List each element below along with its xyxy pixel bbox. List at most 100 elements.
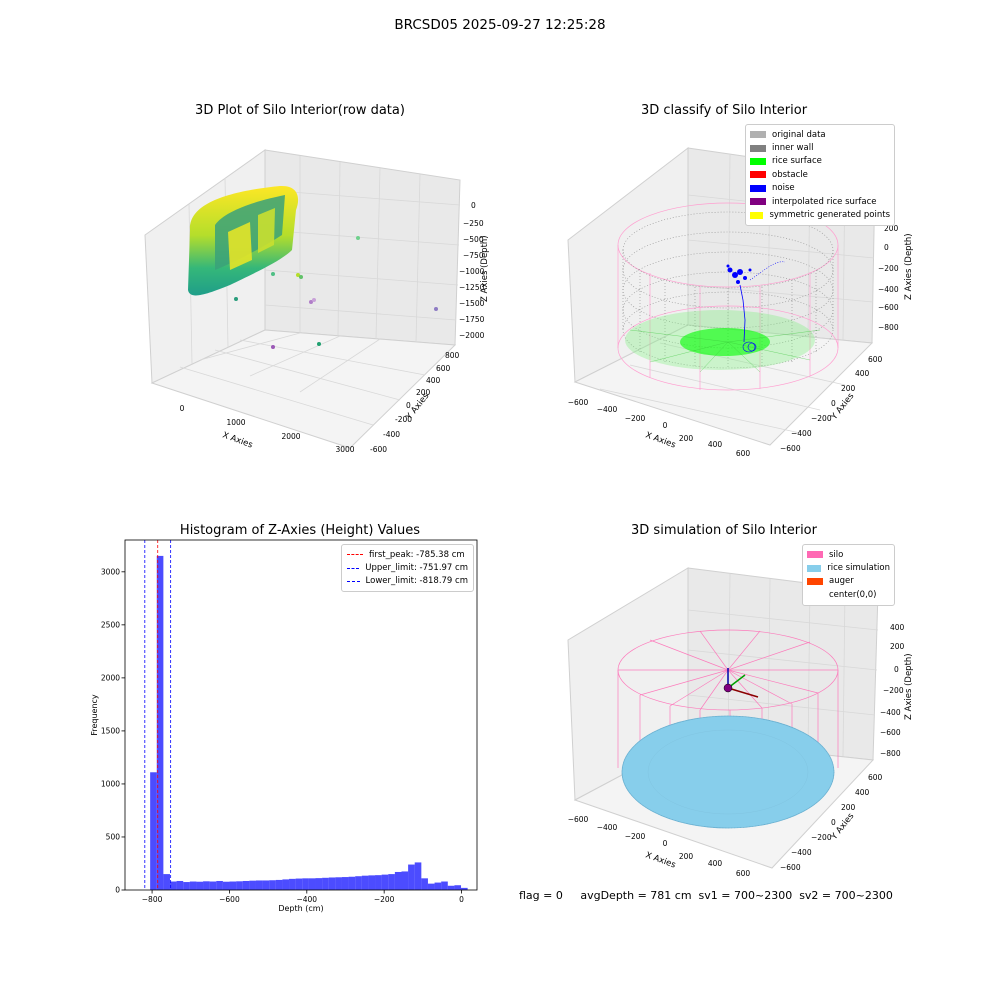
p2-xtick: 400 [708,440,723,449]
hist-xtick-label: 0 [459,895,464,904]
legend-item: noise [750,182,890,195]
hist-bar [216,880,223,890]
p2-ztick: −200 [878,264,899,273]
panel3-legend: first_peak: -785.38 cm Upper_limit: -751… [341,544,474,593]
p1-ytick: -400 [383,430,400,439]
hist-bar [454,885,462,890]
p1-ytick: 400 [426,376,441,385]
hist-bar [282,879,290,890]
panel2-3d-plot: −600 −400 −200 0 200 400 600 −600 −400 −… [567,146,914,458]
hist-bar [447,885,455,890]
p1-xtick: 0 [180,404,185,413]
panel3-histogram: −800 −600 −400 −200 0 0 500 1000 1500 2000 2500 300… [90,539,478,913]
legend-item: obstacle [750,168,890,181]
hist-bar [348,876,356,890]
hist-bar [255,880,263,890]
p2-ytick: 400 [855,369,870,378]
hist-xtick-label: −800 [142,895,163,904]
hist-bar [401,871,409,890]
legend-item: first_peak: -785.38 cm [347,548,468,561]
p2-ytick: 0 [831,399,836,408]
p4-xtick: 600 [736,869,751,878]
panel4-legend: silo rice simulation auger center(0,0) [802,544,895,606]
p4-ytick: 200 [841,803,856,812]
hist-bar [176,880,184,890]
p2-ztick: −800 [878,323,899,332]
p2-xtick: 0 [663,421,668,430]
p2-xtick: −400 [597,405,618,414]
p2-xtick: −600 [568,398,589,407]
p2-ytick: −600 [780,444,801,453]
hist-ytick-label: 2000 [101,673,120,682]
p1-ztick: −750 [463,251,484,260]
p4-ztick: −600 [880,728,901,737]
legend-item: rice surface [750,155,890,168]
hist-bar [335,877,342,890]
p2-ztick: −600 [878,303,899,312]
p2-xtick: 200 [679,434,694,443]
legend-item: center(0,0) [807,588,890,601]
p4-ztick: −800 [880,749,901,758]
hist-bar [315,878,323,890]
hist-bar [196,881,204,890]
p2-ytick: −400 [791,429,812,438]
p4-xtick: 0 [663,839,668,848]
hist-bar [414,862,422,890]
hist-bar [269,880,276,890]
hist-bar [295,878,303,890]
p2-ztick: 0 [884,243,889,252]
hist-bar [302,878,309,890]
hist-bar [427,883,435,890]
legend-item: Upper_limit: -751.97 cm [347,561,468,574]
hist-ytick-label: 1500 [101,726,120,735]
hist-bar [169,881,177,890]
p4-ztick: 200 [890,642,905,651]
hist-bar [209,881,217,890]
panel3-title: Histogram of Z-Axies (Height) Values [179,523,421,538]
p2-ytick: −200 [811,414,832,423]
hist-bar [275,879,283,890]
p1-ztick: −1250 [459,283,485,292]
p4-zlabel: Z Axies (Depth) [904,653,914,720]
legend-item: Lower_limit: -818.79 cm [347,575,468,588]
p1-ztick: −2000 [459,331,485,340]
legend-item: silo [807,548,890,561]
hist-bar [355,876,362,890]
panel2-legend: original data inner wall rice surface ob… [745,124,895,226]
p2-xtick: −200 [625,414,646,423]
hist-bar [381,874,389,890]
p2-ytick: 200 [841,384,856,393]
legend-item: symmetric generated points [750,208,890,221]
p4-xtick: −200 [625,832,646,841]
hist-bar [249,880,256,890]
p1-ytick: -600 [370,445,387,454]
hist-bar [308,878,316,890]
p1-ztick: −1750 [459,315,485,324]
p1-zlabel: Z Axies (Depth) [480,235,490,302]
p4-xtick: −400 [597,823,618,832]
hist-bar [322,877,329,890]
panel1-title: 3D Plot of Silo Interior(row data) [195,103,405,118]
hist-bar [163,874,170,890]
hist-bar [150,772,157,890]
p4-ytick: 0 [831,818,836,827]
p1-xtick: 1000 [226,418,245,427]
status-footer: flag = 0 avgDepth = 781 cm sv1 = 700~230… [519,889,893,902]
hist-ytick-label: 0 [115,886,120,895]
figure-title: BRCSD05 2025-09-27 12:25:28 [394,17,606,33]
legend-item: inner wall [750,141,890,154]
panel1-3d-plot: 0 1000 2000 3000 -600 -400 -200 0 200 40… [144,149,490,454]
hist-ytick-label: 2500 [101,620,120,629]
hist-bar [434,882,442,890]
p2-ztick: −400 [878,285,899,294]
p2-xlabel: X Axies [644,430,677,450]
hist-bar [222,881,230,890]
hist-bar [156,555,164,890]
hist-bar [236,881,243,890]
hist-axes-frame [124,539,478,891]
p4-xtick: 200 [679,852,694,861]
hist-bar [189,881,197,890]
legend-item: auger [807,575,890,588]
p1-ytick: 600 [436,364,451,373]
p1-ztick: 0 [471,201,476,210]
